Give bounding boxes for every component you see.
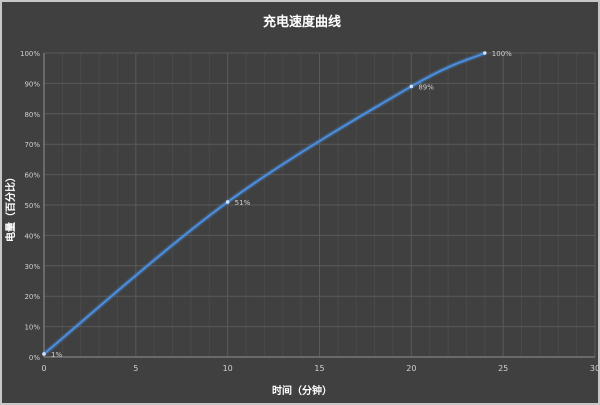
y-tick-label: 20% [24,293,40,301]
y-tick-label: 90% [24,80,40,88]
x-tick-label: 5 [133,364,138,373]
data-point [409,84,414,89]
y-tick-label: 80% [24,111,40,119]
series-line [43,52,486,355]
x-tick-label: 30 [590,364,598,373]
y-tick-label: 40% [24,232,40,240]
x-tick-label: 20 [406,364,416,373]
x-tick-label: 15 [314,364,324,373]
data-label: 51% [235,199,251,207]
x-tick-label: 0 [41,364,46,373]
data-point [225,200,230,204]
data-point [483,51,487,55]
y-tick-label: 100% [20,50,40,58]
y-axis-label: 电量（百分比） [4,172,17,242]
x-tick-label: 25 [498,364,508,373]
data-point [42,352,46,356]
x-tick-label: 10 [223,364,233,373]
y-tick-label: 10% [24,324,40,332]
data-label: 100% [492,50,512,58]
data-label: 1% [51,351,62,359]
y-tick-label: 60% [24,172,40,180]
y-tick-label: 70% [24,141,40,149]
y-tick-label: 30% [24,263,40,271]
data-label: 89% [418,83,434,91]
x-axis-label: 时间（分钟） [272,384,332,397]
chart-title: 充电速度曲线 [263,14,341,30]
y-tick-label: 0% [29,354,40,362]
y-tick-label: 50% [24,202,40,210]
